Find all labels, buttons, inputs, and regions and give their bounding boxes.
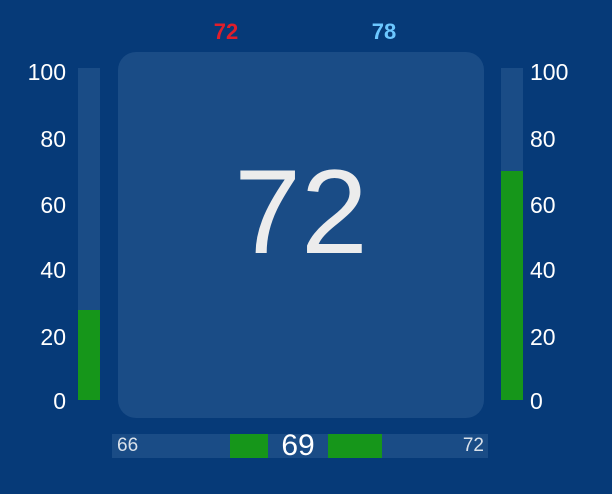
right-axis-tick-100: 100 bbox=[530, 59, 569, 85]
right-axis-tick-40: 40 bbox=[530, 257, 556, 283]
left-axis-tick-60: 60 bbox=[40, 192, 66, 218]
top-left-readout: 72 bbox=[213, 19, 239, 44]
left-bar-fill bbox=[78, 310, 100, 400]
bottom-range-max-label: 72 bbox=[462, 435, 484, 456]
main-panel: 72 bbox=[118, 52, 484, 418]
bottom-range-center-value: 69 bbox=[281, 429, 315, 462]
right-axis-tick-20: 20 bbox=[530, 324, 556, 350]
left-axis-tick-20: 20 bbox=[40, 324, 66, 350]
bottom-range-track bbox=[112, 434, 488, 458]
right-axis-tick-60: 60 bbox=[530, 192, 556, 218]
left-axis-tick-80: 80 bbox=[40, 126, 66, 152]
right-axis-tick-0: 0 bbox=[530, 388, 543, 414]
top-right-readout: 78 bbox=[371, 19, 397, 44]
bottom-range-min-label: 66 bbox=[117, 435, 139, 456]
left-axis-tick-40: 40 bbox=[40, 257, 66, 283]
left-axis-tick-100: 100 bbox=[27, 59, 66, 85]
bottom-range-left-fill bbox=[230, 434, 268, 458]
left-bar-track bbox=[78, 68, 100, 400]
main-value: 72 bbox=[234, 145, 368, 279]
left-axis-tick-0: 0 bbox=[53, 388, 66, 414]
right-bar-track bbox=[501, 68, 523, 400]
bottom-range-right-fill bbox=[328, 434, 382, 458]
right-axis-tick-80: 80 bbox=[530, 126, 556, 152]
right-bar-fill bbox=[501, 170, 523, 400]
